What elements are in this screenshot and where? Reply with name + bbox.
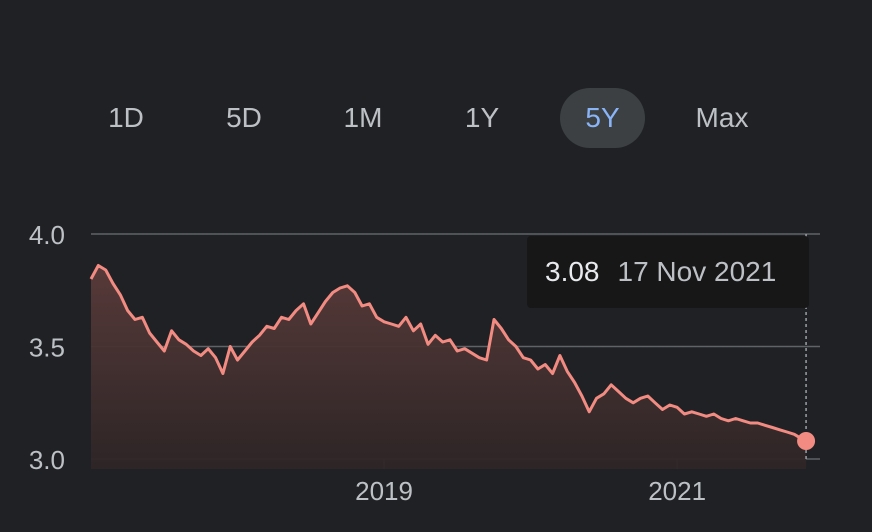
tab-1d[interactable]: 1D xyxy=(108,102,144,133)
y-tick-label: 3.5 xyxy=(29,333,65,363)
time-range-selector: 1D 5D 1M 1Y 5Y Max xyxy=(0,88,872,150)
y-tick-label: 3.0 xyxy=(29,445,65,475)
price-tooltip: 3.08 17 Nov 2021 xyxy=(527,236,809,308)
y-tick-label: 4.0 xyxy=(29,220,65,250)
tab-max[interactable]: Max xyxy=(695,102,749,133)
hover-point xyxy=(797,432,816,450)
tooltip-date: 17 Nov 2021 xyxy=(617,256,777,287)
tab-5y[interactable]: 5Y xyxy=(560,88,645,148)
price-area-fill xyxy=(91,265,807,469)
tab-1y[interactable]: 1Y xyxy=(464,102,500,133)
x-tick-label: 2019 xyxy=(355,476,413,506)
tab-1m[interactable]: 1M xyxy=(343,102,383,133)
tab-5d[interactable]: 5D xyxy=(226,102,262,133)
price-line xyxy=(89,264,807,443)
tooltip-value: 3.08 xyxy=(545,256,600,287)
x-tick-label: 2021 xyxy=(648,476,706,506)
